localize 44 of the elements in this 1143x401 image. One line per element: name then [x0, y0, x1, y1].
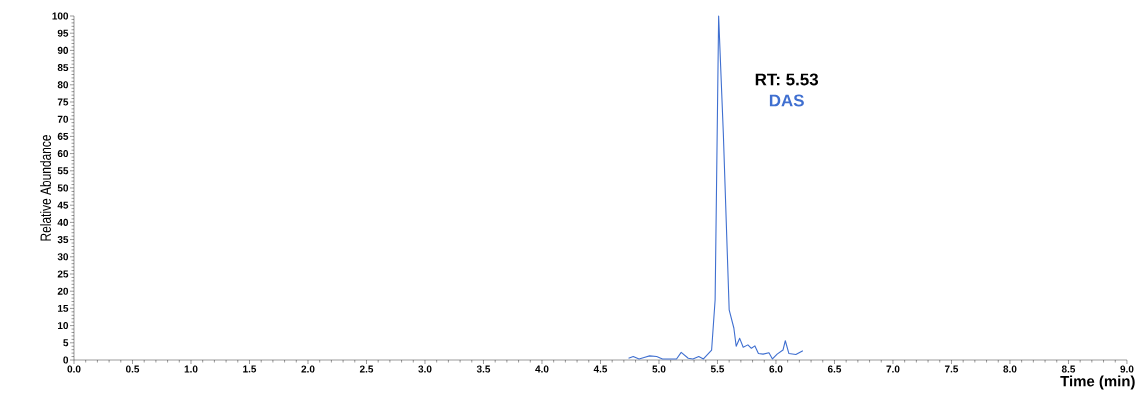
x-tick-label: 1.5	[243, 365, 257, 373]
y-tick-label: 50	[57, 184, 69, 192]
x-tick-label: 9.0	[1120, 365, 1134, 373]
y-tick-label: 70	[57, 115, 69, 123]
x-tick-label: 7.0	[886, 365, 900, 373]
x-tick-label: 0.0	[67, 365, 81, 373]
y-tick-label: 25	[57, 270, 69, 278]
x-tick-label: 1.0	[184, 365, 198, 373]
x-tick-label: 6.0	[769, 365, 783, 373]
y-tick-label: 90	[57, 46, 69, 54]
x-tick-label: 4.0	[535, 365, 549, 373]
x-tick-label: 6.5	[827, 365, 842, 373]
x-tick-label: 8.0	[1003, 365, 1017, 373]
x-tick-label: 2.0	[301, 365, 315, 373]
x-tick-label: 5.5	[710, 365, 725, 373]
y-tick-label: 0	[63, 356, 69, 364]
y-tick-label: 65	[57, 132, 69, 140]
x-tick-label: 8.5	[1061, 365, 1076, 373]
x-tick-label: 3.0	[418, 365, 432, 373]
y-tick-label: 75	[57, 98, 69, 106]
y-tick-label: 80	[57, 81, 69, 89]
y-tick-label: 55	[57, 167, 69, 175]
y-tick-label: 85	[57, 64, 69, 72]
y-tick-label: 40	[57, 218, 69, 226]
x-tick-label: 4.5	[593, 365, 608, 373]
y-tick-label: 30	[57, 253, 69, 261]
x-tick-label: 3.5	[476, 365, 491, 373]
y-tick-label: 95	[57, 29, 69, 37]
y-tick-label: 5	[63, 339, 69, 347]
x-tick-label: 7.5	[944, 365, 959, 373]
y-tick-label: 45	[57, 201, 69, 209]
x-tick-label: 5.0	[652, 365, 666, 373]
y-tick-label: 100	[52, 12, 69, 20]
x-tick-label: 0.5	[125, 365, 140, 373]
x-axis-title: Time (min)	[1060, 375, 1135, 390]
text: DAS	[769, 94, 804, 107]
y-axis-title: Relative Abundance	[40, 135, 52, 241]
annotation: RT: 5.53	[755, 73, 819, 86]
y-tick-label: 60	[57, 150, 69, 158]
x-tick-label: 2.5	[359, 365, 374, 373]
y-tick-label: 15	[58, 304, 69, 312]
y-tick-label: 20	[57, 287, 69, 295]
y-tick-label: 10	[58, 322, 69, 330]
y-tick-label: 35	[57, 236, 69, 244]
